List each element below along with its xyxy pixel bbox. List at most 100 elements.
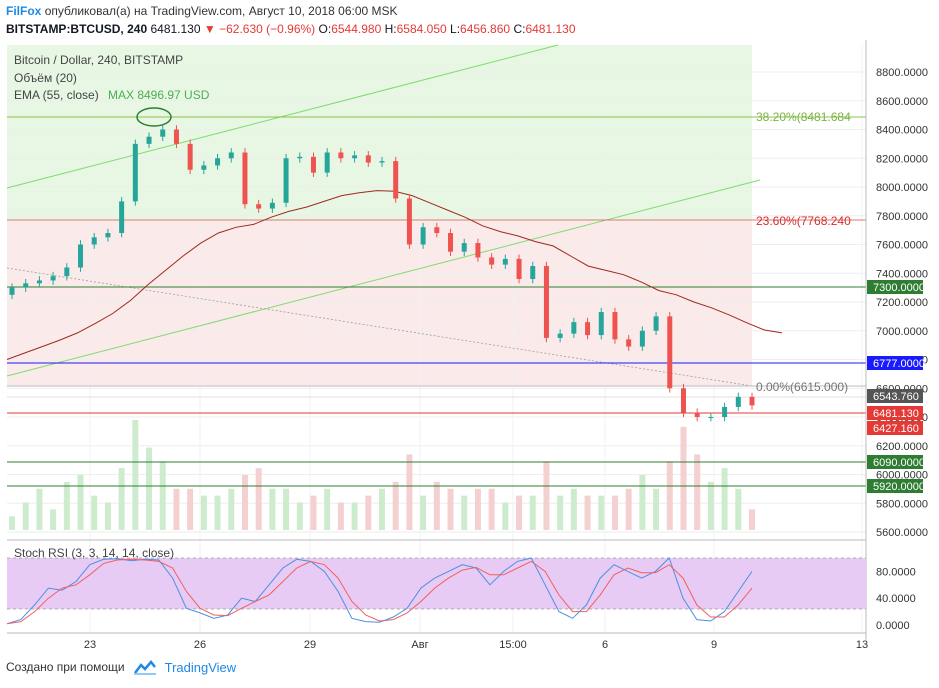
time-axis[interactable]: 23 26 29 Авг 15:00 6 9 13 [84, 639, 868, 650]
candle-body [448, 233, 454, 252]
price-tick-label: 6200.0000 [876, 441, 928, 453]
volume-bar [36, 488, 43, 530]
author-link[interactable]: FilFox [6, 4, 42, 18]
candle-body [283, 158, 289, 203]
price-tick-label: 7400.0000 [876, 268, 928, 280]
stoch-tick-label: 80.0000 [876, 566, 916, 578]
chart-title: Bitcoin / Dollar, 240, BITSTAMP [14, 53, 183, 67]
volume-bar [557, 495, 564, 530]
volume-bar [529, 495, 536, 530]
time-tick-label: 26 [194, 639, 206, 650]
price-change: −62.630 (−0.96%) [219, 22, 316, 36]
volume-bar [392, 481, 399, 530]
candle-body [187, 143, 193, 170]
time-tick-label: Авг [411, 639, 428, 650]
candle-body [78, 244, 84, 268]
footer: Создано при помощи TradingView [6, 659, 236, 675]
volume-bar [543, 461, 550, 530]
volume-bar [269, 488, 276, 530]
badge-6427 [867, 421, 923, 435]
badge-6543 [867, 389, 923, 403]
volume-bar [159, 461, 166, 530]
stoch-tick-label: 0.0000 [876, 620, 910, 632]
volume-bar [200, 495, 207, 530]
stoch-band [7, 558, 866, 609]
candle-body [598, 312, 604, 336]
volume-bar [146, 447, 153, 530]
volume-bar [406, 454, 413, 530]
candle-body [626, 339, 632, 347]
price-tick-label: 7600.0000 [876, 240, 928, 252]
fib-zone-pink [7, 221, 752, 386]
candle-body [160, 129, 166, 137]
volume-bar [283, 488, 290, 530]
tradingview-link[interactable]: TradingView [164, 659, 237, 675]
volume-bar [420, 495, 427, 530]
time-tick-label: 29 [304, 639, 316, 650]
volume-bar [50, 509, 57, 530]
badge-6427-text: 6427.160 [873, 423, 919, 435]
candle-body [680, 388, 686, 413]
max-highlight-circle [136, 107, 172, 127]
open-label: O: [318, 22, 332, 36]
grid-lines [7, 45, 866, 633]
price-tick-label: 8200.0000 [876, 153, 928, 165]
candle-body [50, 276, 56, 281]
published-text: опубликовал(а) на TradingView.com, Авгус… [44, 4, 398, 18]
candle-body [461, 243, 467, 252]
candle-body [434, 227, 440, 233]
high-value: 6584.050 [396, 22, 447, 36]
publish-header: FilFox опубликовал(а) на TradingView.com… [6, 4, 398, 18]
volume-bar [639, 475, 646, 530]
open-value: 6544.980 [331, 22, 382, 36]
volume-bar [379, 488, 385, 530]
candle-body [297, 156, 303, 159]
candle-body [516, 258, 522, 279]
price-tick-label: 7200.0000 [876, 297, 928, 309]
badge-6543-text: 6543.760 [873, 391, 919, 403]
candle-body [9, 287, 15, 295]
volume-legend: Объём (20) [14, 71, 77, 85]
candle-body [557, 333, 563, 338]
volume-bar [310, 495, 317, 530]
candle-body [639, 330, 645, 347]
volume-bar [680, 426, 687, 530]
badge-6777-text: 6777.0000 [873, 358, 925, 370]
low-label: L: [450, 22, 461, 36]
candle-body [667, 316, 673, 389]
candle-body [502, 258, 508, 265]
candle-body [173, 129, 179, 144]
candle-body [612, 312, 618, 340]
volume-bar [22, 502, 29, 530]
volume-bar [570, 488, 577, 530]
price-tick-label: 5800.0000 [876, 498, 928, 510]
low-value: 6456.860 [460, 22, 511, 36]
volume-bar [516, 495, 523, 530]
candles [9, 125, 755, 422]
fib-0-label: 0.00%(6615.000) [756, 380, 848, 394]
price-chart[interactable]: 38.20%(8481.684 23.60%(7768.240 0.00%(66… [0, 0, 939, 650]
candle-body [379, 161, 385, 163]
price-tick-label: 5600.0000 [876, 527, 928, 539]
badge-6090-text: 6090.0000 [873, 457, 925, 469]
candle-body [475, 243, 481, 258]
candle-body [105, 233, 111, 238]
candle-body [119, 201, 125, 233]
badge-6090 [867, 455, 923, 469]
stoch-d-line [6, 558, 753, 625]
volume-bar [433, 481, 440, 530]
volume-bar [502, 502, 509, 530]
volume-bar [625, 488, 632, 530]
close-value: 6481.130 [525, 22, 576, 36]
volume-bar [214, 495, 221, 530]
badge-7300 [867, 280, 923, 294]
candle-body [585, 322, 591, 336]
candle-body [735, 396, 741, 407]
down-arrow-icon: ▼ [203, 22, 216, 36]
badge-5920 [867, 479, 923, 493]
volume-bar [255, 468, 262, 530]
volume-bar [77, 475, 84, 530]
candle-body [406, 198, 412, 245]
candle-body [749, 396, 755, 406]
badge-6777 [867, 356, 923, 370]
